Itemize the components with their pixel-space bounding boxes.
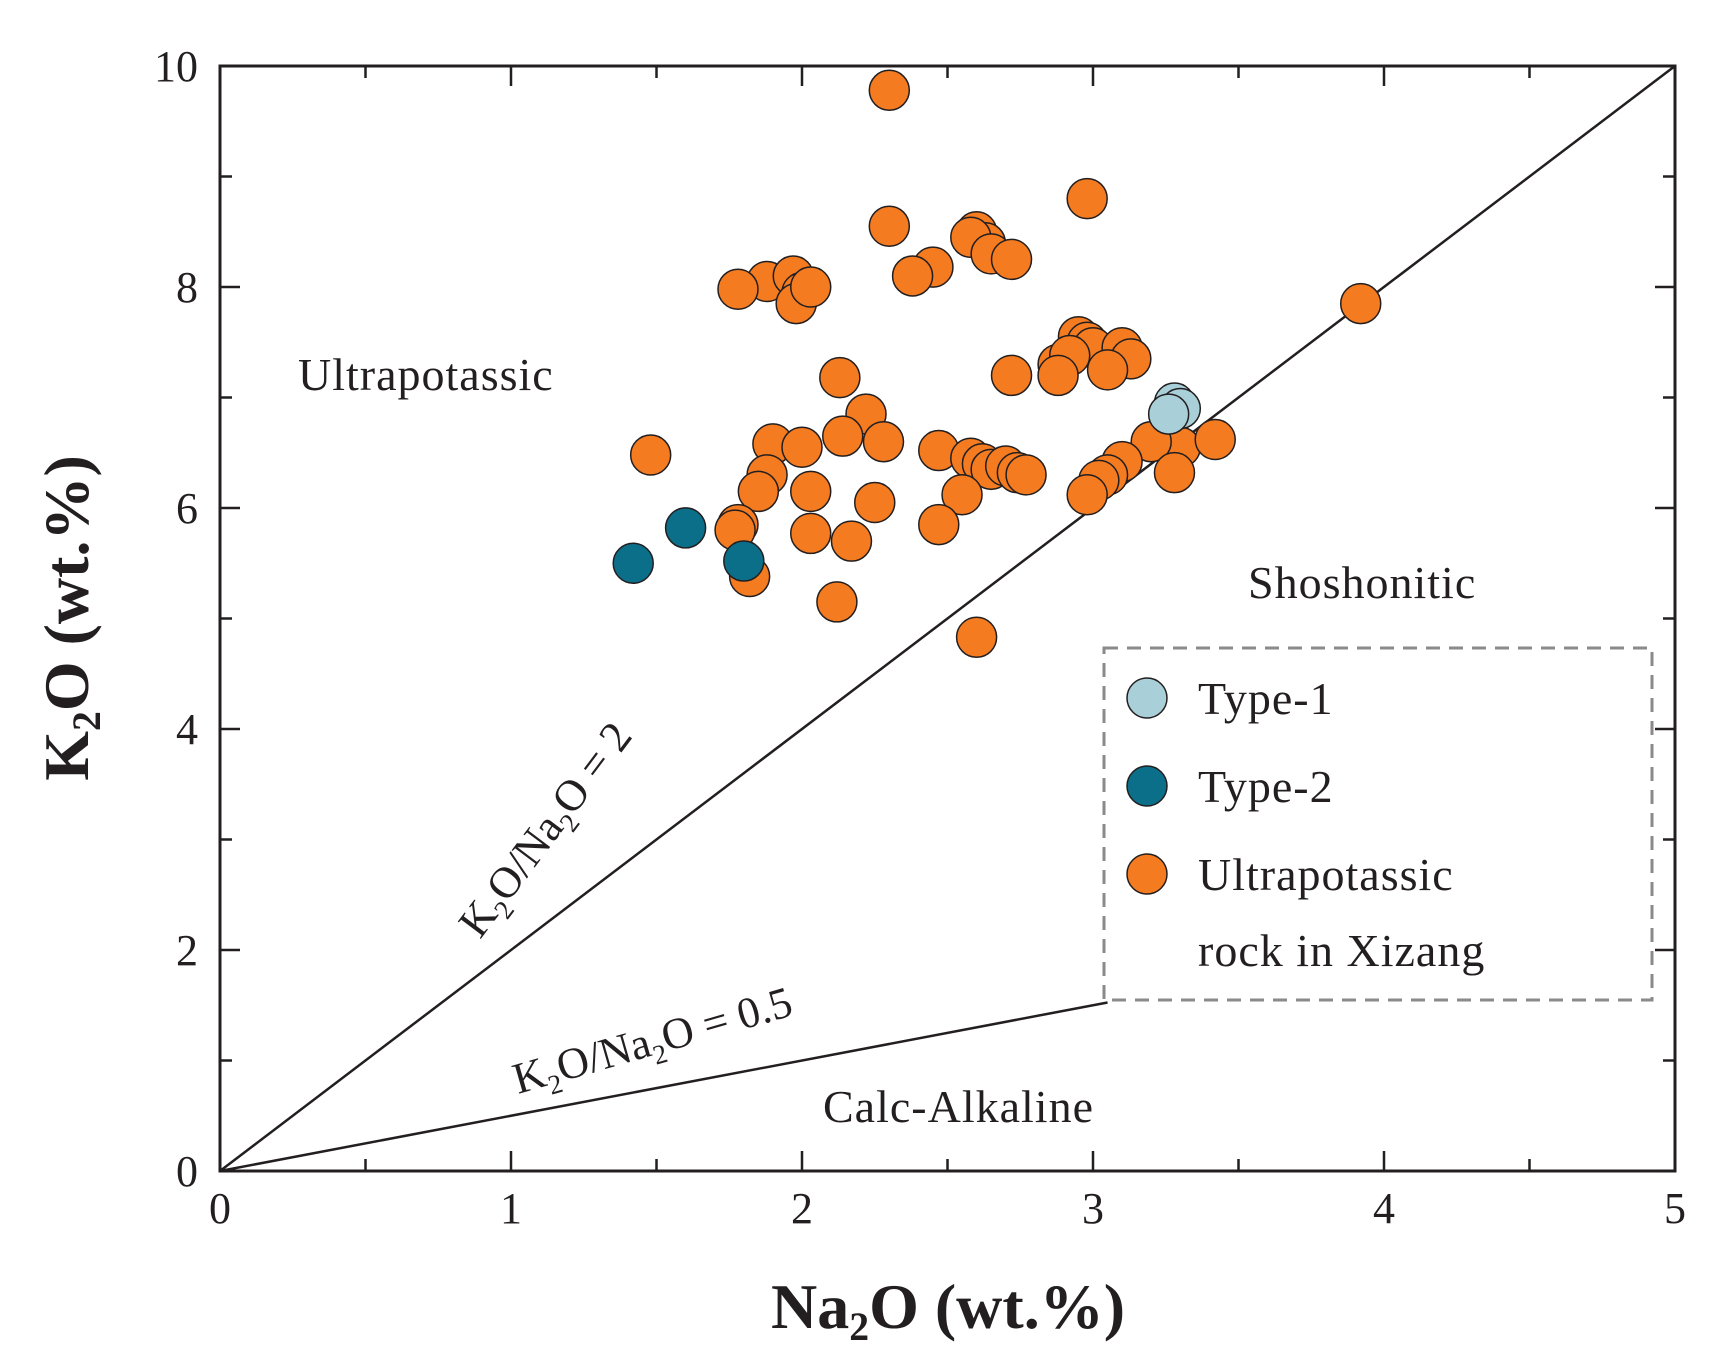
point-ultrapotassic-rock-in-xizang [1005,454,1047,496]
point-ultrapotassic-rock-in-xizang [868,69,911,112]
data-points [612,69,1382,659]
point-ultrapotassic-rock-in-xizang [862,420,905,463]
legend-label-ultrapotassic-line1: Ultrapotassic [1198,849,1454,900]
point-ultrapotassic-rock-in-xizang [918,503,960,546]
y-tick-label: 2 [176,926,198,975]
region-label-ultrapotassic: Ultrapotassic [298,349,554,400]
legend-label-type1: Type-1 [1198,673,1334,724]
y-tick-label: 6 [176,484,198,533]
point-ultrapotassic-rock-in-xizang [789,266,832,308]
point-ultrapotassic-rock-in-xizang [1086,349,1129,391]
point-ultrapotassic-rock-in-xizang [819,356,861,399]
x-tick-label: 5 [1664,1184,1686,1233]
y-tick-label: 0 [176,1147,198,1196]
ratio-0.5-line [219,1001,1108,1173]
x-tick-label: 0 [209,1184,231,1233]
point-type-2 [664,507,707,549]
legend-marker-type2 [1126,765,1168,807]
legend-label-type2: Type-2 [1198,761,1334,812]
region-label-calc-alkaline: Calc-Alkaline [823,1081,1094,1132]
point-ultrapotassic-rock-in-xizang [1066,473,1108,516]
ratio-2-label: K2O/Na2O = 2 [449,713,646,950]
legend: Type-1 Type-2 Ultrapotassic rock in Xiza… [1102,646,1654,1002]
point-ultrapotassic-rock-in-xizang [821,415,864,457]
x-axis-title: Na2O (wt.%) [771,1271,1125,1349]
point-ultrapotassic-rock-in-xizang [1339,282,1382,325]
point-ultrapotassic-rock-in-xizang [955,616,998,659]
point-ultrapotassic-rock-in-xizang [830,520,873,562]
x-tick-label: 4 [1373,1184,1395,1233]
legend-marker-type1 [1126,677,1168,719]
point-type-1 [1147,393,1190,435]
point-ultrapotassic-rock-in-xizang [789,512,832,555]
point-ultrapotassic-rock-in-xizang [717,268,759,310]
point-ultrapotassic-rock-in-xizang [1153,451,1196,494]
point-ultrapotassic-rock-in-xizang [781,426,823,468]
point-ultrapotassic-rock-in-xizang [941,473,983,516]
point-ultrapotassic-rock-in-xizang [891,255,934,297]
legend-box [1102,646,1654,1002]
point-ultrapotassic-rock-in-xizang [868,205,911,247]
point-ultrapotassic-rock-in-xizang [1066,177,1108,220]
legend-label-ultrapotassic-line2: rock in Xizang [1198,925,1485,976]
legend-marker-ultrapotassic [1126,853,1168,895]
y-axis-title: K2O (wt.%) [31,455,109,781]
point-type-2 [612,542,654,584]
point-ultrapotassic-rock-in-xizang [1037,354,1079,397]
point-ultrapotassic-rock-in-xizang [990,354,1033,397]
point-ultrapotassic-rock-in-xizang [789,470,832,513]
x-tick-label: 1 [500,1184,522,1233]
point-ultrapotassic-rock-in-xizang [1194,418,1236,461]
point-ultrapotassic-rock-in-xizang [990,238,1033,281]
axis-ticks: 0 1 2 3 4 5 0 2 4 6 8 10 [154,42,1686,1233]
ratio-0.5-label: K2O/Na2O = 0.5 [507,977,799,1109]
point-ultrapotassic-rock-in-xizang [629,434,672,476]
y-tick-label: 4 [176,705,198,754]
point-ultrapotassic-rock-in-xizang [816,581,858,623]
y-tick-label: 8 [176,263,198,312]
y-tick-label: 10 [154,42,198,91]
x-tick-label: 2 [791,1184,813,1233]
point-type-2 [723,540,765,582]
x-tick-label: 3 [1082,1184,1104,1233]
point-ultrapotassic-rock-in-xizang [737,470,780,513]
point-ultrapotassic-rock-in-xizang [854,481,896,524]
region-label-shoshonitic: Shoshonitic [1248,557,1476,608]
ratio-2-line [219,65,1676,1172]
